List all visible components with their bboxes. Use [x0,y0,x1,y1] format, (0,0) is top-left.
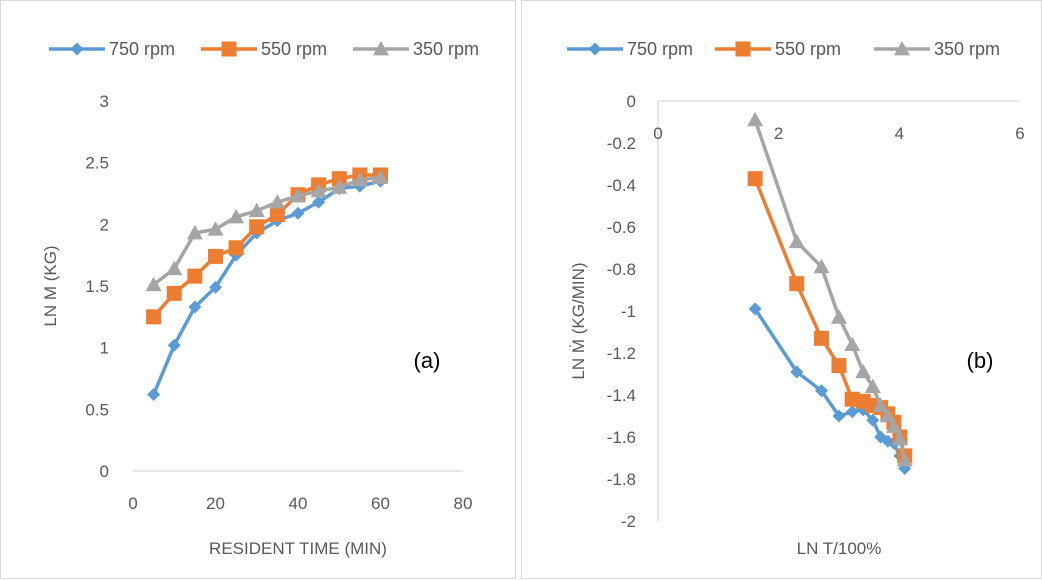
data-point [249,219,265,235]
data-point [248,202,265,218]
legend-label: 350 rpm [934,39,1000,59]
data-point [372,169,389,184]
y-axis-title: LN M (KG) [41,245,60,326]
data-point [831,309,847,324]
data-point [269,206,285,222]
data-point [209,280,222,294]
data-point [864,378,881,393]
data-point [855,363,872,379]
y-tick-label: 1.5 [85,277,109,296]
panel-label: (b) [967,348,994,373]
data-point [147,388,161,402]
series-line [152,179,381,396]
legend-marker [373,41,389,56]
data-point [885,418,902,433]
data-point [145,276,162,292]
data-point [269,194,286,209]
y-tick-label: -1.6 [607,428,636,447]
x-tick-label: 0 [128,494,137,513]
y-tick-label: -1.2 [607,344,636,363]
y-tick-label: 0 [627,92,636,111]
legend-label: 750 rpm [109,39,175,59]
data-point [228,240,244,256]
data-point [146,309,162,325]
x-tick-label: 60 [371,494,390,513]
legend-marker [221,41,237,57]
data-point [208,248,223,264]
x-axis-title: LN T/100% [797,539,882,558]
data-point [831,358,847,374]
data-point [351,171,368,187]
y-tick-label: -1.8 [607,470,636,489]
data-point [310,183,327,198]
data-point [832,409,846,423]
y-tick-label: -0.4 [607,176,636,195]
panel-label: (a) [414,348,441,373]
y-tick-label: 0.5 [85,400,109,419]
data-point [788,233,805,249]
y-axis-title: LN Ṁ (KG/MIN) [569,262,588,379]
data-point [167,338,181,352]
data-point [891,431,908,446]
chart-a-svg: 0 0.5 1 1.5 2 2.5 3 0 20 40 60 80 RESIDENT TIME (MIN… [41,39,479,558]
x-tick-label: 80 [454,494,473,513]
x-tick-label: 0 [653,124,662,143]
data-point [872,397,889,412]
data-point [331,179,348,194]
data-point [844,336,861,351]
x-tick-label: 4 [895,124,904,143]
data-point [747,111,764,127]
data-point [879,408,896,423]
data-point [815,384,829,398]
data-point [789,276,805,292]
y-tick-label: 0 [100,462,109,481]
y-tick-label: 2.5 [85,154,109,173]
data-point [312,195,326,209]
y-tick-label: -1 [621,302,636,321]
data-point [290,187,306,203]
data-point [188,300,202,314]
data-point [207,221,224,236]
data-point [166,285,182,301]
legend-label: 550 rpm [261,39,327,59]
chart-panel-a: 0 0.5 1 1.5 2 2.5 3 0 20 40 60 80 RESIDENT TIME (MIN… [0,0,516,579]
x-tick-label: 6 [1015,124,1024,143]
data-point [896,452,913,467]
y-tick-label: -2 [621,512,636,531]
y-tick-label: -0.6 [607,218,636,237]
x-tick-label: 20 [206,494,225,513]
x-tick-label: 2 [774,124,783,143]
y-tick-label: 3 [100,92,109,111]
legend-marker [735,41,751,57]
y-tick-label: -1.4 [607,386,636,405]
legend-label: 350 rpm [413,39,479,59]
data-point [748,302,762,316]
y-tick-label: -0.2 [607,134,636,153]
data-point [790,365,804,379]
y-tick-label: 2 [100,215,109,234]
legend-label: 550 rpm [775,39,841,59]
data-point [187,268,203,284]
chart-b-svg: 0 -0.2 -0.4 -0.6 -0.8 -1 -1.2 -1.4 -1.6 -1.8 -2 0 2 4… [567,39,1025,558]
x-tick-label: 40 [289,494,308,513]
x-axis-title: RESIDENT TIME (MIN) [209,539,387,558]
legend-marker [70,42,84,56]
legend-marker [588,42,602,56]
series-line [753,307,907,470]
data-point [813,258,830,274]
chart-panel-b: 0 -0.2 -0.4 -0.6 -0.8 -1 -1.2 -1.4 -1.6 -1.8 -2 0 2 4… [521,0,1042,579]
legend-label: 750 rpm [627,39,693,59]
data-point [166,260,183,276]
data-point [866,413,880,427]
legend-marker [894,41,910,56]
data-point [845,405,859,419]
data-point [747,171,763,187]
y-tick-label: -0.8 [607,260,636,279]
y-tick-label: 1 [100,339,109,358]
data-point [814,330,830,346]
data-point [228,208,245,224]
data-point [331,171,347,187]
data-point [186,224,203,240]
data-point [291,206,305,220]
